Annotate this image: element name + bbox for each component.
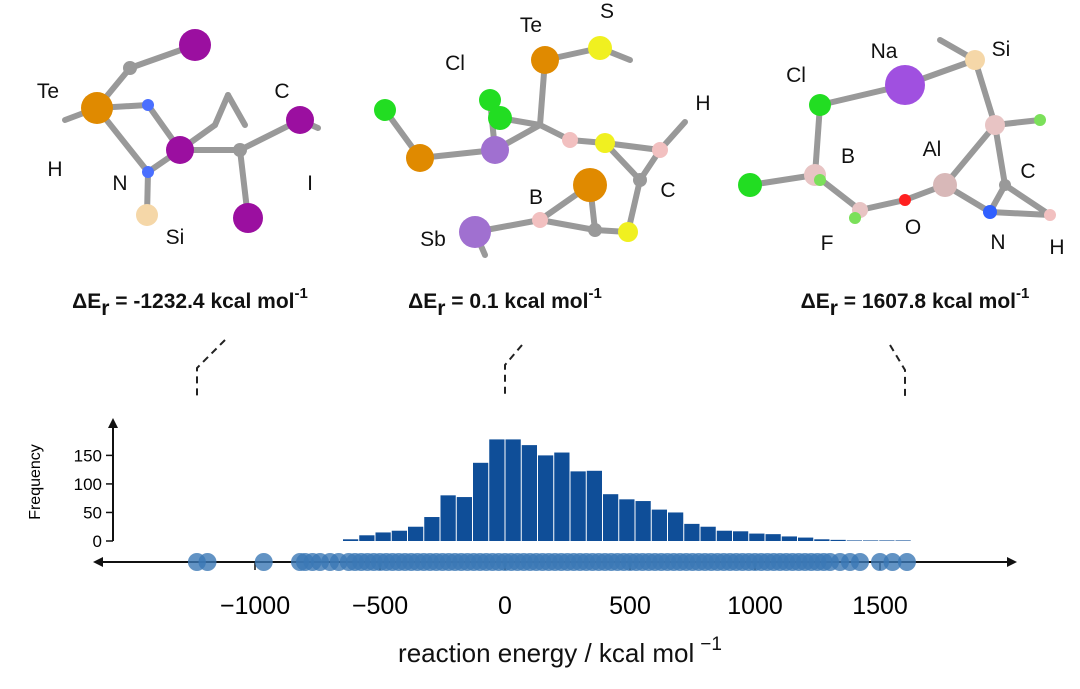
- atom-label: Cl: [786, 64, 806, 87]
- x-tick-label: 0: [498, 592, 512, 620]
- energy-symbol: ΔE: [72, 290, 101, 313]
- x-tick-label: 500: [609, 592, 651, 620]
- atom-label: C: [1020, 160, 1035, 183]
- atom-label: Sb: [420, 228, 446, 251]
- atom-label: B: [529, 186, 543, 209]
- energy-subscript: r: [830, 297, 838, 320]
- energy-text: = -1232.4 kcal mol: [109, 290, 294, 313]
- energy-symbol: ΔE: [408, 290, 437, 313]
- atom-label: Al: [923, 138, 942, 161]
- bar: [668, 512, 684, 541]
- bar: [375, 532, 391, 541]
- bar: [846, 540, 862, 541]
- rug-point: [883, 553, 902, 571]
- energy-symbol: ΔE: [801, 290, 830, 313]
- atom-label: H: [695, 92, 710, 115]
- x-axis-label-text: reaction energy / kcal mol: [398, 638, 694, 668]
- connectors: [196, 339, 906, 398]
- atom-label: Te: [37, 80, 59, 103]
- atom-label: Na: [871, 40, 898, 63]
- bar: [830, 539, 846, 541]
- atom-label: N: [990, 231, 1005, 254]
- atom-label: I: [307, 172, 313, 195]
- bar: [651, 509, 667, 541]
- energy-superscript: -1: [295, 285, 308, 302]
- rug-point: [254, 553, 273, 571]
- bar: [473, 462, 489, 541]
- y-tick-label: 100: [74, 475, 102, 494]
- bar: [570, 471, 586, 541]
- atom-label: Si: [166, 226, 185, 249]
- bar: [798, 537, 814, 541]
- x-tick-label: −1000: [220, 592, 290, 620]
- atom-label: Si: [992, 38, 1011, 61]
- energy-label: ΔEr = 1607.8 kcal mol-1: [801, 285, 1030, 320]
- atom-label: O: [905, 216, 921, 239]
- bar: [619, 499, 635, 541]
- x-tick-label: −500: [352, 592, 408, 620]
- energy-text: = 0.1 kcal mol: [445, 290, 588, 313]
- bar: [391, 530, 407, 541]
- energy-superscript: -1: [1016, 285, 1029, 302]
- molecule-3: [738, 37, 1056, 224]
- atom-label: H: [1049, 236, 1064, 259]
- bar: [359, 535, 375, 541]
- atom-label: C: [274, 80, 289, 103]
- bar: [489, 439, 505, 541]
- bar: [456, 497, 472, 541]
- bar: [781, 536, 797, 541]
- bar: [749, 533, 765, 541]
- rug-point: [851, 553, 869, 571]
- atom-label: Te: [520, 14, 542, 37]
- bar: [408, 526, 424, 541]
- bar: [586, 470, 602, 541]
- bar: [879, 540, 895, 541]
- y-tick-label: 150: [74, 446, 102, 465]
- y-tick-label: 0: [93, 532, 102, 551]
- bar: [603, 494, 619, 541]
- energy-label: ΔEr = -1232.4 kcal mol-1: [72, 285, 308, 320]
- atom-label: S: [600, 0, 614, 23]
- bar: [635, 501, 651, 541]
- energy-superscript: -1: [588, 285, 601, 302]
- bar: [538, 455, 554, 541]
- rug-point: [871, 553, 889, 571]
- atom-label: B: [841, 145, 855, 168]
- bar: [733, 531, 749, 541]
- bar: [521, 445, 537, 541]
- molecule-1: [62, 29, 321, 233]
- molecule-2: [374, 36, 688, 258]
- bar: [554, 452, 570, 541]
- bar: [895, 540, 911, 541]
- rug-point: [198, 553, 217, 571]
- y-tick-label: 50: [83, 503, 102, 522]
- atom-label: F: [821, 232, 834, 255]
- atom-label: N: [112, 172, 127, 195]
- bar: [440, 495, 456, 541]
- bar: [716, 530, 732, 541]
- bar: [505, 439, 521, 541]
- x-tick-label: 1000: [727, 592, 783, 620]
- bar: [765, 534, 781, 541]
- x-axis-label-sup: −1: [700, 634, 722, 655]
- bar: [814, 539, 830, 541]
- marks: 0 50 100 150 −1000 −500 0 500 1000 1500: [74, 439, 916, 620]
- energy-label: ΔEr = 0.1 kcal mol-1: [408, 285, 602, 320]
- x-axis-label: reaction energy / kcal mol −1: [398, 634, 722, 668]
- y-axis-label: Frequency: [27, 444, 44, 520]
- energy-subscript: r: [101, 297, 109, 320]
- atom-label: Cl: [445, 52, 465, 75]
- rug-point: [897, 553, 916, 571]
- atom-label: C: [660, 179, 675, 202]
- bar: [343, 539, 359, 541]
- atom-label: H: [47, 158, 62, 181]
- energy-subscript: r: [437, 297, 445, 320]
- x-tick-label: 1500: [852, 592, 908, 620]
- bar: [863, 540, 879, 541]
- bar: [684, 523, 700, 541]
- bar: [424, 517, 440, 541]
- bar: [700, 526, 716, 541]
- energy-text: = 1607.8 kcal mol: [838, 290, 1016, 313]
